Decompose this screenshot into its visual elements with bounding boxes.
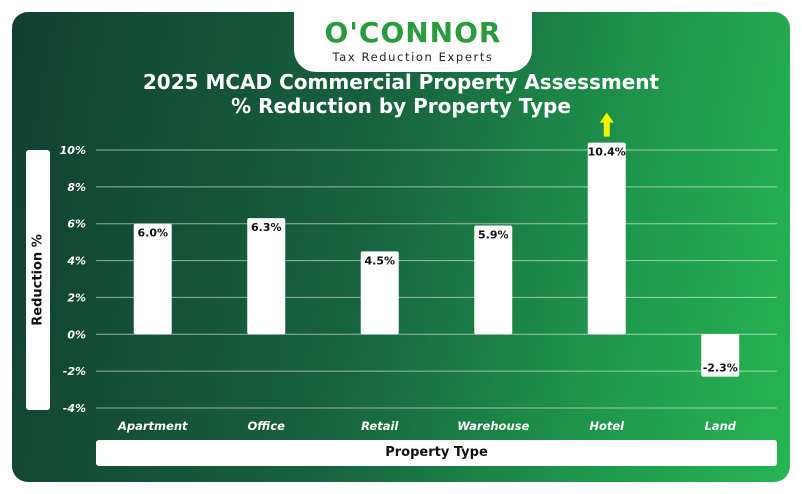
y-tick-label: -4% — [63, 402, 86, 415]
chart-subtitle: % Reduction by Property Type — [231, 94, 571, 118]
chart-title-block: 2025 MCAD Commercial Property Assessment… — [0, 70, 802, 118]
data-label-retail: 4.5% — [364, 254, 395, 267]
bar-apartment — [133, 223, 172, 335]
y-axis-label-box: Reduction % — [26, 150, 50, 410]
brand-tagline: Tax Reduction Experts — [332, 50, 494, 64]
bar-hotel — [587, 142, 626, 335]
gridlines — [96, 149, 777, 409]
y-tick-label: 8% — [67, 181, 86, 194]
category-label-warehouse: Warehouse — [457, 419, 529, 433]
y-tick-label: -2% — [63, 365, 86, 378]
x-axis-label: Property Type — [96, 440, 777, 466]
data-label-warehouse: 5.9% — [478, 229, 509, 242]
bar-retail — [360, 251, 399, 335]
y-tick-label: 4% — [66, 255, 86, 268]
data-label-hotel: 10.4% — [588, 146, 626, 159]
chart-title: 2025 MCAD Commercial Property Assessment — [142, 70, 660, 94]
category-label-land: Land — [704, 419, 736, 433]
up-arrow-icon — [599, 112, 614, 137]
bar-warehouse — [474, 225, 513, 335]
category-label-hotel: Hotel — [589, 419, 625, 433]
y-tick-label: 10% — [60, 144, 86, 157]
category-labels: Apartment Office Retail Warehouse Hotel Land — [117, 419, 737, 433]
y-tick-labels: -4% -2% 0% 2% 4% 6% 8% 10% — [60, 144, 86, 415]
brand-logo: O'CONNOR Tax Reduction Experts — [294, 12, 532, 72]
category-label-apartment: Apartment — [117, 419, 188, 433]
data-label-apartment: 6.0% — [137, 227, 168, 240]
data-label-office: 6.3% — [251, 221, 282, 234]
category-label-office: Office — [248, 419, 286, 433]
bar-office — [247, 218, 286, 335]
data-label-land: -2.3% — [703, 362, 738, 375]
bar-land — [701, 334, 740, 377]
y-tick-label: 2% — [67, 291, 86, 304]
y-tick-label: 0% — [67, 328, 86, 341]
category-label-retail: Retail — [361, 419, 399, 433]
y-tick-label: 6% — [67, 218, 86, 231]
brand-name: O'CONNOR — [324, 16, 502, 49]
bars: 6.0% 6.3% 4.5% 5.9% 10.4% -2.3% — [133, 112, 740, 377]
